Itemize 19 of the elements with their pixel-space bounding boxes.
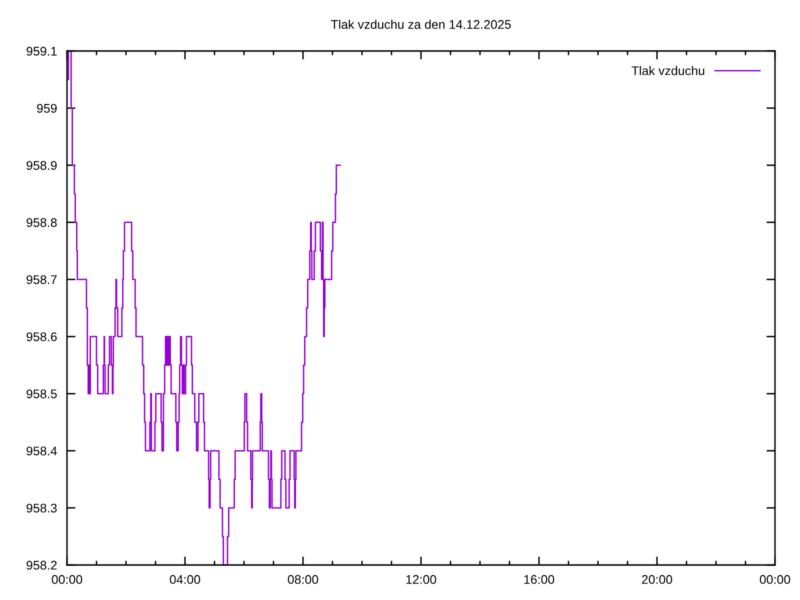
y-tick-label: 958.4 <box>26 446 57 456</box>
y-tick-label: 959.1 <box>26 46 57 56</box>
x-tick-label: 16:00 <box>524 575 554 584</box>
y-tick-label: 958.2 <box>26 560 57 570</box>
y-tick-label: 958.6 <box>26 332 57 342</box>
legend-label: Tlak vzduchu <box>632 66 704 76</box>
y-tick-label: 959 <box>37 104 57 113</box>
x-tick-label: 04:00 <box>170 575 200 584</box>
y-tick-label: 958.5 <box>26 389 57 398</box>
x-tick-label: 20:00 <box>642 575 672 584</box>
chart-title: Tlak vzduchu za den 14.12.2025 <box>330 20 511 29</box>
x-tick-label: 00:00 <box>760 575 790 584</box>
y-tick-label: 958.8 <box>26 218 57 227</box>
x-tick-label: 08:00 <box>288 575 318 584</box>
y-tick-label: 958.3 <box>26 504 57 513</box>
y-tick-label: 958.9 <box>26 161 57 170</box>
x-tick-label: 00:00 <box>52 575 82 584</box>
y-tick-label: 958.7 <box>26 275 57 284</box>
x-tick-label: 12:00 <box>406 575 436 584</box>
